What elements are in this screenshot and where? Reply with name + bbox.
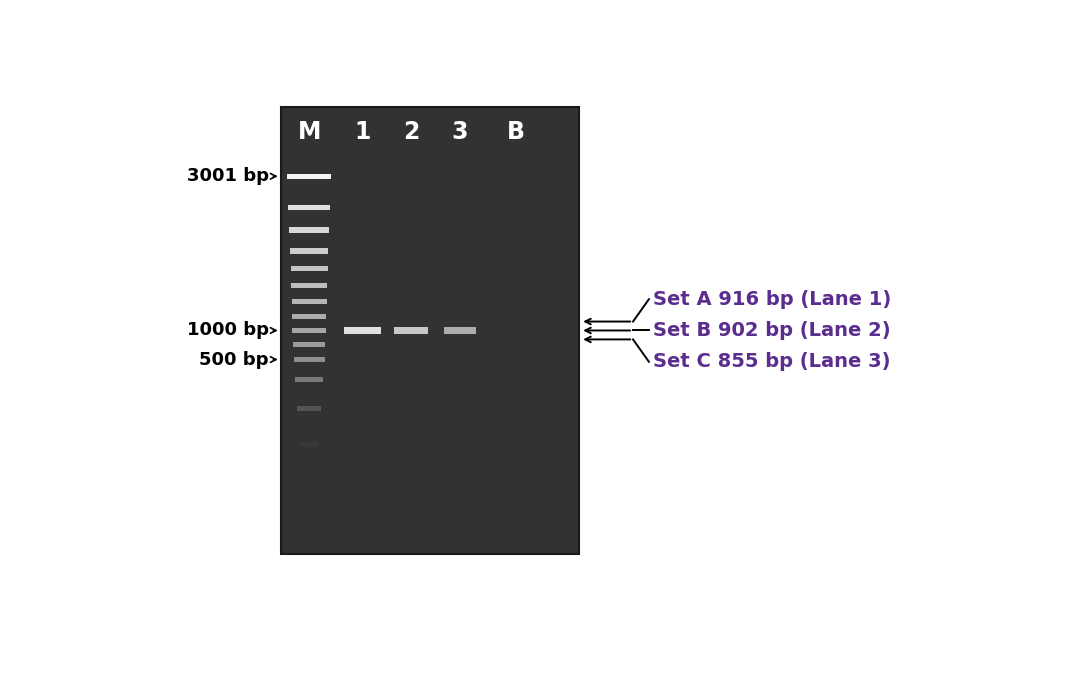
Bar [293,342,325,348]
Text: Set A 916 bp (Lane 1): Set A 916 bp (Lane 1) [653,290,891,308]
Bar [289,248,328,254]
Bar [297,406,321,411]
Text: 500 bp: 500 bp [200,350,269,369]
Bar [394,327,429,333]
Text: M: M [297,120,321,144]
Bar [300,442,319,447]
Bar [295,377,323,382]
Bar [282,107,579,554]
Text: 1: 1 [354,120,370,144]
Bar [293,328,326,333]
Text: 1000 bp: 1000 bp [187,321,269,340]
Bar [444,327,475,333]
Bar [345,327,381,333]
Bar [287,173,330,179]
Text: 2: 2 [403,120,419,144]
Bar [292,284,327,288]
Text: Set B 902 bp (Lane 2): Set B 902 bp (Lane 2) [653,321,891,340]
Text: Set C 855 bp (Lane 3): Set C 855 bp (Lane 3) [653,352,891,371]
Bar [294,357,325,362]
Bar [288,205,330,210]
Bar [291,266,327,271]
Bar [292,314,326,319]
Text: B: B [507,120,525,144]
Text: 3001 bp: 3001 bp [187,167,269,185]
Bar [289,227,329,232]
Text: 3: 3 [451,120,468,144]
Bar [292,299,326,304]
